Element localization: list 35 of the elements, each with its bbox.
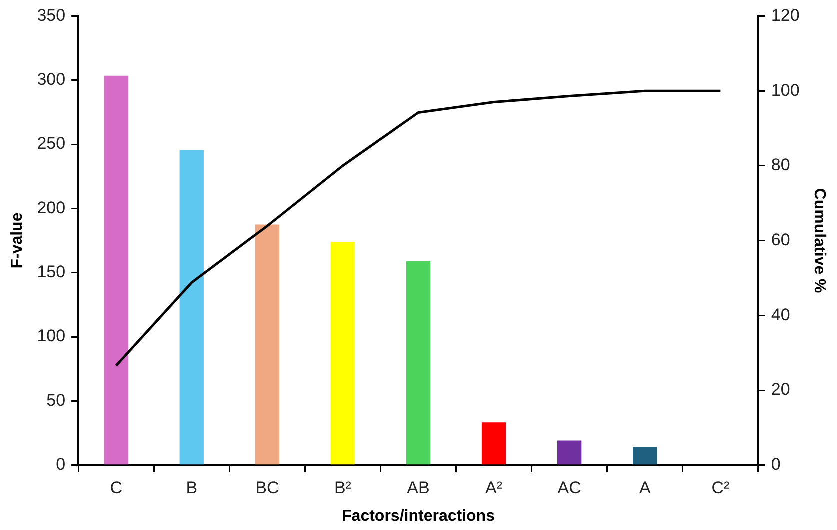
x-tick-label: A: [639, 478, 652, 498]
x-tick-label: C²: [712, 478, 730, 498]
y-tick-label: 250: [37, 134, 66, 154]
x-tick-label: BC: [256, 478, 280, 498]
bar: [557, 440, 582, 465]
x-tick-label: AB: [407, 478, 430, 498]
y2-tick-label: 100: [771, 80, 800, 100]
x-tick-label: A²: [486, 478, 503, 498]
bar: [104, 76, 128, 465]
bar: [330, 242, 356, 465]
bar: [633, 447, 658, 465]
bar: [180, 150, 204, 465]
y-tick-label: 350: [37, 6, 66, 25]
y-tick-label: 300: [37, 70, 66, 90]
y2-tick-label: 60: [771, 230, 790, 250]
x-tick-label: B: [186, 478, 198, 498]
bar: [406, 261, 431, 465]
x-axis-title: Factors/interactions: [342, 508, 496, 525]
y2-tick-label: 40: [771, 305, 790, 324]
x-tick-label: C: [110, 478, 122, 498]
y2-axis-title: Cumulative %: [810, 188, 828, 294]
y-axis-title: F-value: [9, 212, 26, 269]
y-tick-label: 150: [37, 262, 66, 282]
bar: [482, 422, 506, 465]
y2-tick-label: 0: [771, 455, 781, 474]
y-tick-label: 0: [56, 455, 66, 474]
y-tick-label: 50: [46, 390, 66, 410]
y-tick-label: 100: [37, 326, 66, 346]
bar: [255, 224, 280, 465]
y2-tick-label: 120: [771, 6, 800, 25]
y-tick-label: 200: [37, 198, 66, 218]
y2-tick-label: 80: [771, 156, 790, 175]
x-tick-label: B²: [334, 478, 352, 498]
y2-tick-label: 20: [771, 380, 790, 400]
x-tick-label: AC: [558, 478, 582, 498]
